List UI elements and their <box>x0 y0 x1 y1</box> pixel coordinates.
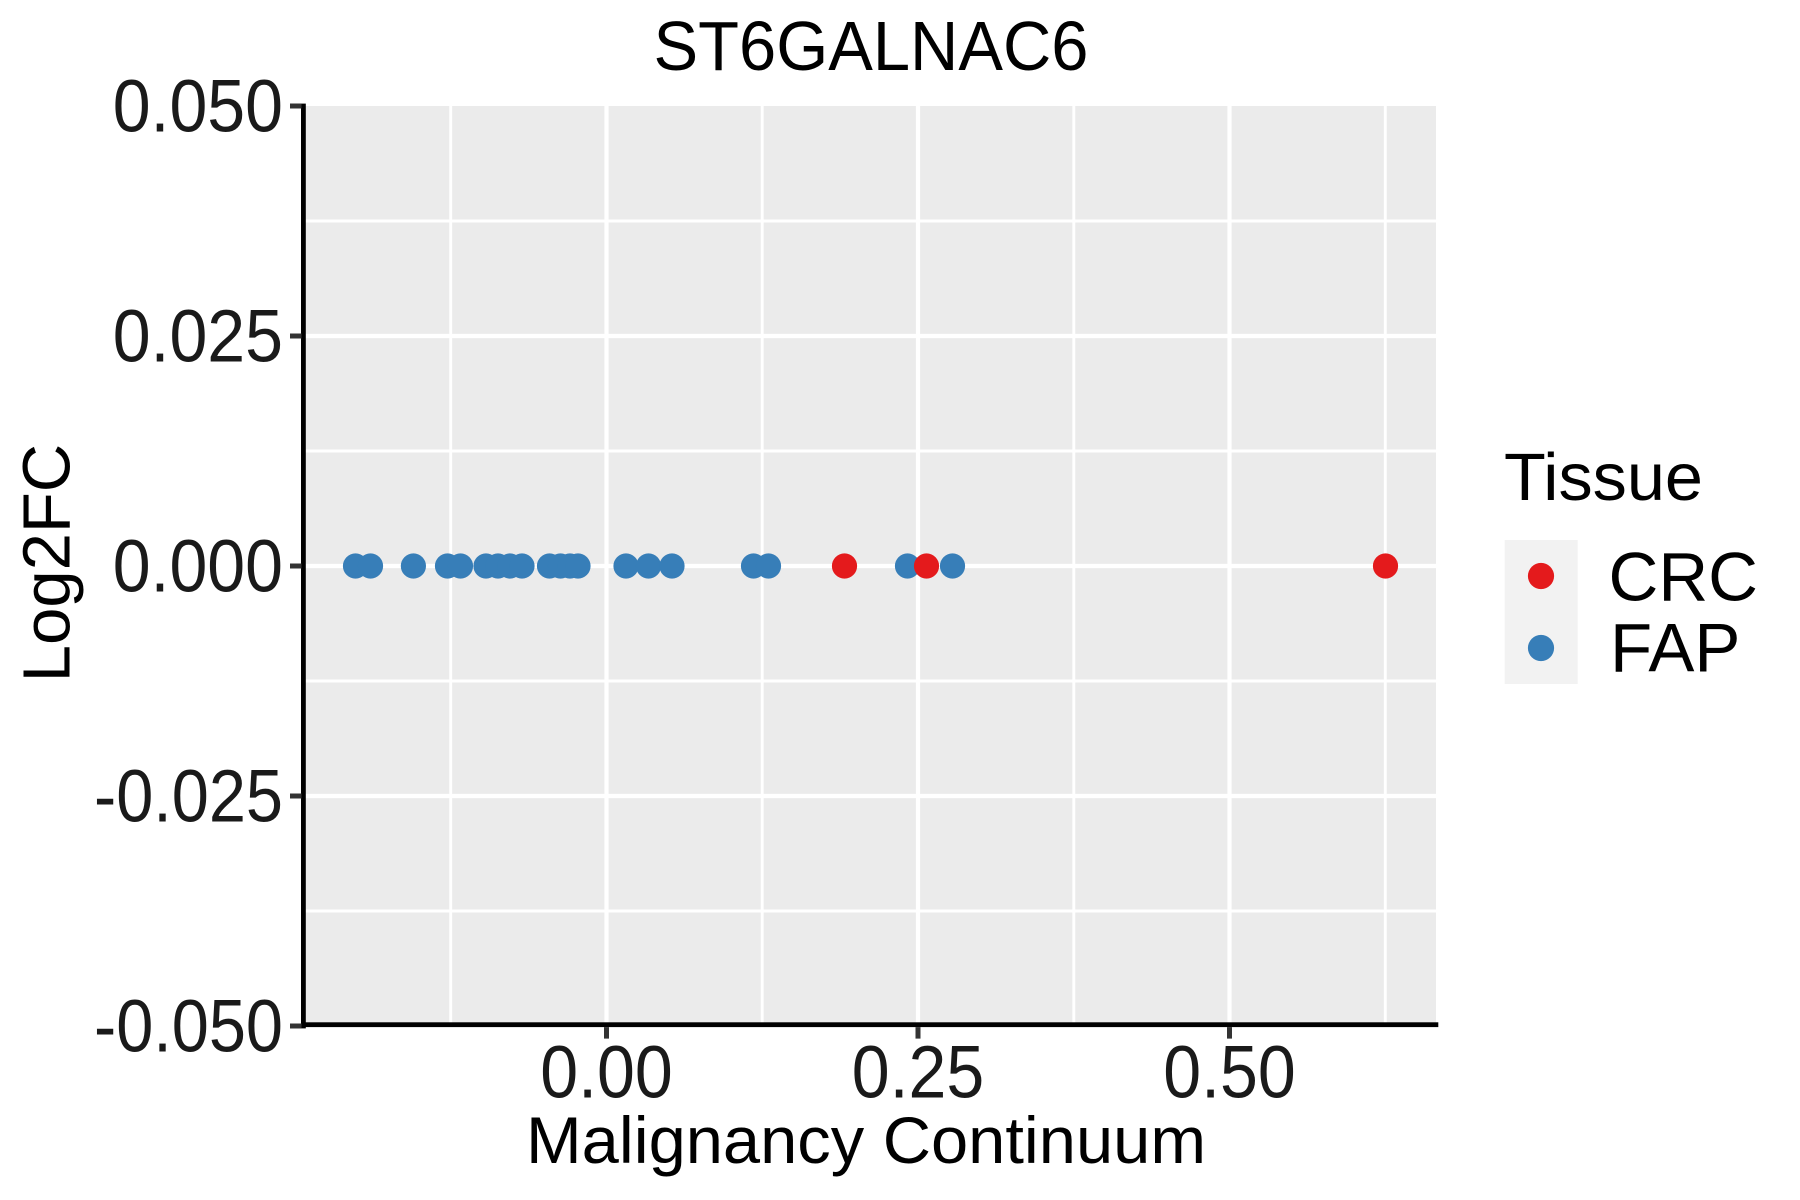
svg-text:Log2FC: Log2FC <box>10 444 85 682</box>
svg-text:CRC: CRC <box>1609 539 1759 616</box>
svg-text:-0.025: -0.025 <box>94 755 283 838</box>
svg-text:0.00: 0.00 <box>540 1031 673 1114</box>
svg-text:Tissue: Tissue <box>1504 440 1703 515</box>
svg-text:0.25: 0.25 <box>852 1031 985 1114</box>
svg-text:-0.050: -0.050 <box>94 985 283 1068</box>
svg-text:FAP: FAP <box>1610 609 1740 686</box>
svg-text:0.50: 0.50 <box>1163 1031 1296 1114</box>
svg-text:0.000: 0.000 <box>113 525 283 608</box>
svg-text:0.050: 0.050 <box>113 65 283 148</box>
svg-text:0.025: 0.025 <box>113 295 283 378</box>
svg-text:ST6GALNAC6: ST6GALNAC6 <box>654 7 1089 85</box>
svg-text:Malignancy Continuum: Malignancy Continuum <box>526 1103 1206 1177</box>
